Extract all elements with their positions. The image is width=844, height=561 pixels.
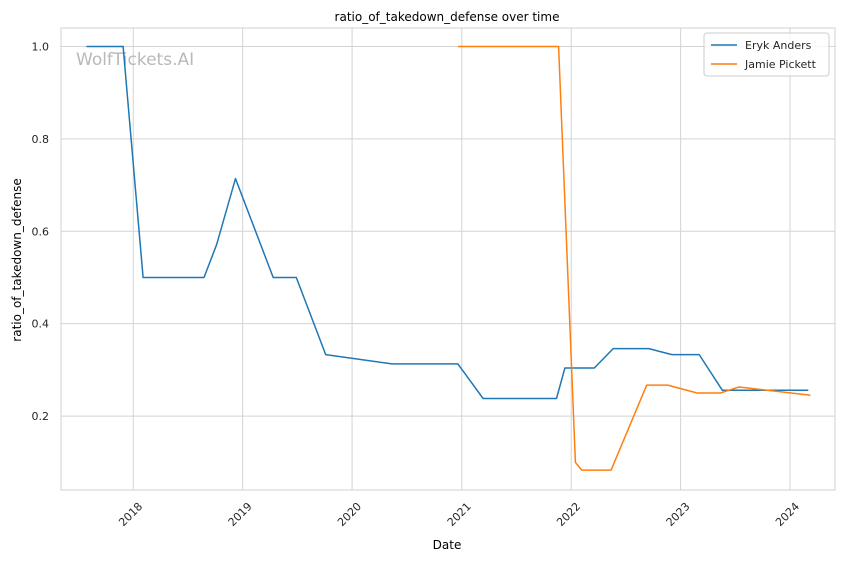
series-lines [86, 45, 811, 471]
y-tick-label: 1.0 [32, 40, 50, 53]
watermark: WolfTickets.AI [76, 50, 194, 70]
x-tick-label: 2019 [226, 500, 255, 529]
legend-box [703, 32, 830, 77]
legend-label-eryk-anders: Eryk Anders [745, 39, 812, 52]
plot-frame [60, 27, 836, 491]
series-line-jamie-pickett [457, 45, 811, 471]
x-tick-label: 2023 [664, 500, 693, 529]
x-axis-ticks: 2018 2019 2020 2021 2022 2023 2024 [116, 500, 802, 529]
legend: Eryk Anders Jamie Pickett [703, 32, 830, 77]
x-axis-label: Date [433, 538, 462, 552]
grid [61, 28, 835, 490]
series-line-eryk-anders [86, 45, 809, 400]
y-axis-label: ratio_of_takedown_defense [10, 178, 24, 341]
chart-title: ratio_of_takedown_defense over time [335, 10, 560, 24]
x-tick-label: 2020 [335, 500, 364, 529]
x-tick-label: 2022 [554, 500, 583, 529]
legend-label-jamie-pickett: Jamie Pickett [744, 58, 817, 71]
y-tick-label: 0.6 [32, 225, 50, 238]
y-axis-ticks: 0.2 0.4 0.6 0.8 1.0 [32, 40, 50, 423]
x-tick-label: 2018 [116, 500, 145, 529]
x-tick-label: 2024 [773, 500, 802, 529]
x-tick-label: 2021 [445, 500, 474, 529]
y-tick-label: 0.8 [32, 133, 50, 146]
y-tick-label: 0.2 [32, 410, 50, 423]
y-tick-label: 0.4 [32, 318, 50, 331]
